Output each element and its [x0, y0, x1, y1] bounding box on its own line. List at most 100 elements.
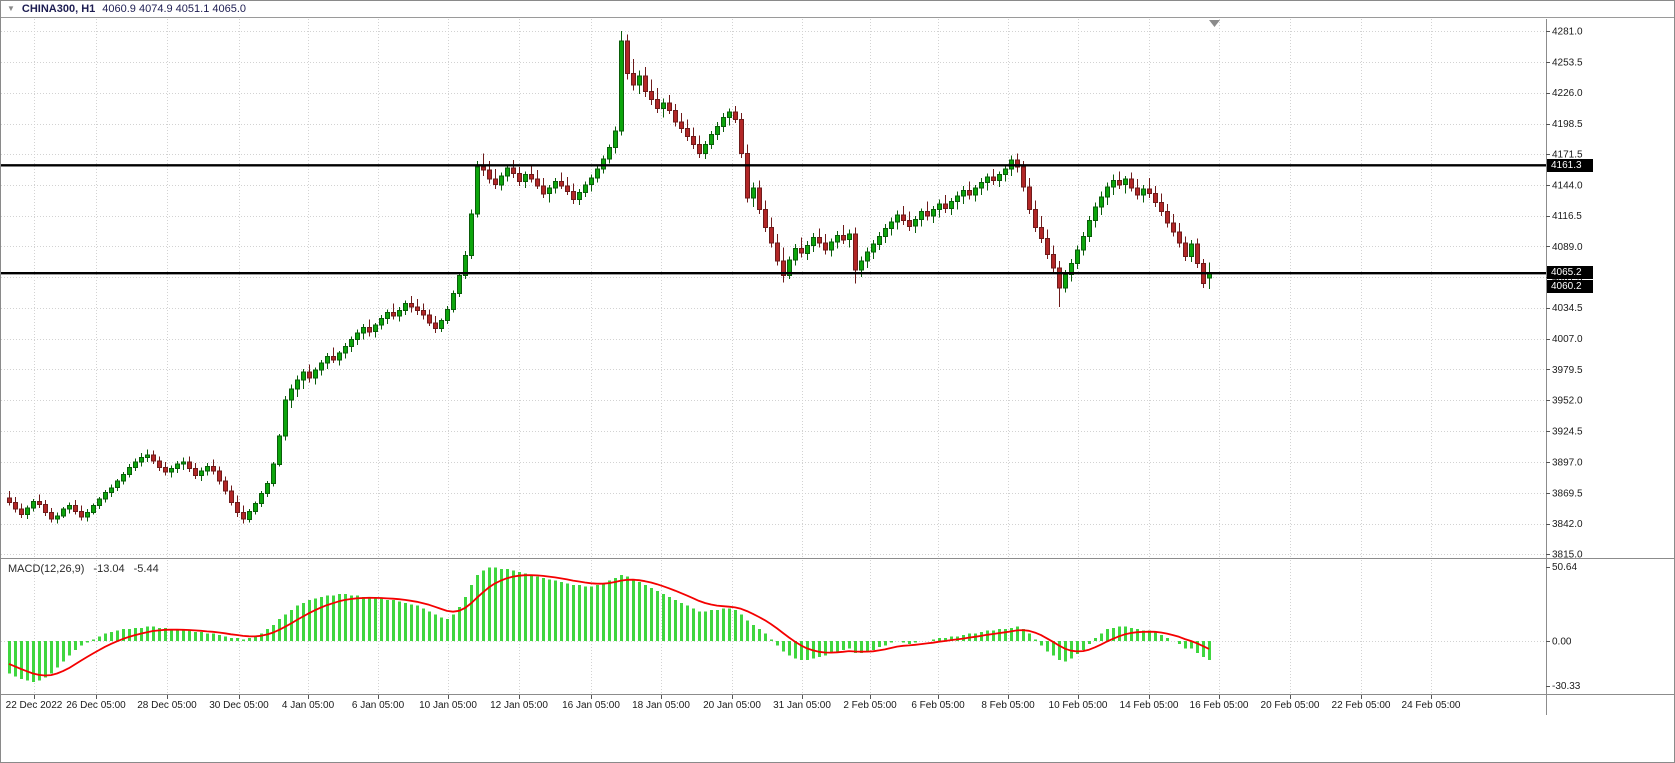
svg-text:4089.0: 4089.0 [1552, 242, 1583, 253]
candle-down [529, 174, 534, 180]
svg-text:4007.0: 4007.0 [1552, 334, 1583, 345]
candle-up [403, 303, 408, 311]
candle-down [19, 508, 24, 516]
candle-down [427, 314, 432, 324]
candle-up [961, 189, 966, 197]
candle-down [841, 234, 846, 241]
candle-up [937, 203, 942, 210]
price-tag-support: 4065.2 [1547, 266, 1593, 279]
candle-down [781, 260, 786, 277]
candle-up [475, 166, 480, 215]
svg-text:20 Feb 05:00: 20 Feb 05:00 [1261, 700, 1320, 711]
candles-layer [7, 31, 1212, 524]
candle-down [691, 136, 696, 145]
candle-up [55, 515, 60, 520]
candle-up [295, 379, 300, 390]
candle-down [1165, 211, 1170, 224]
candle-up [955, 195, 960, 203]
candle-up [103, 491, 108, 500]
svg-text:4171.5: 4171.5 [1552, 149, 1583, 160]
candle-up [727, 111, 732, 118]
chevron-down-icon[interactable]: ▼ [7, 4, 15, 13]
candle-up [895, 214, 900, 223]
svg-text:3815.0: 3815.0 [1552, 550, 1583, 561]
candle-down [991, 176, 996, 181]
svg-text:20 Jan 05:00: 20 Jan 05:00 [703, 700, 761, 711]
candle-up [463, 255, 468, 277]
candle-down [631, 73, 636, 86]
candle-up [379, 317, 384, 326]
candle-down [493, 178, 498, 186]
chart-shift-marker-icon[interactable] [1209, 20, 1220, 27]
candle-up [547, 187, 552, 195]
time-axis[interactable]: 22 Dec 2022 26 Dec 05:00 28 Dec 05:00 30 De… [6, 700, 1461, 711]
candle-up [1111, 179, 1116, 188]
candle-up [127, 467, 132, 475]
candle-up [1075, 249, 1080, 264]
price-tag-current: 4060.2 [1547, 280, 1593, 293]
candle-up [91, 505, 96, 513]
candle-up [121, 473, 126, 482]
svg-text:2 Feb 05:00: 2 Feb 05:00 [843, 700, 897, 711]
candle-down [409, 303, 414, 308]
candle-up [265, 482, 270, 494]
candle-down [925, 211, 930, 217]
svg-text:50.64: 50.64 [1552, 562, 1577, 573]
candle-up [1189, 243, 1194, 257]
price-axis[interactable]: 4281.0 4253.5 4226.0 4198.5 4171.5 4144.0 4116… [1552, 27, 1583, 693]
candle-down [655, 99, 660, 109]
candle-down [43, 504, 48, 514]
candle-down [757, 187, 762, 210]
candle-down [415, 306, 420, 312]
candle-up [97, 498, 102, 507]
macd-indicator-label: MACD(12,26,9) -13.04 -5.44 [8, 563, 159, 575]
candle-down [901, 214, 906, 222]
candle-up [439, 320, 444, 330]
candle-down [307, 371, 312, 379]
candle-down [967, 189, 972, 196]
svg-text:16 Feb 05:00: 16 Feb 05:00 [1190, 700, 1249, 711]
candle-up [877, 235, 882, 245]
candle-up [829, 241, 834, 251]
candle-up [373, 324, 378, 333]
candle-down [1117, 179, 1122, 186]
candle-up [67, 505, 72, 510]
candle-up [133, 461, 138, 469]
candle-up [325, 356, 330, 364]
candle-down [1015, 159, 1020, 168]
candle-down [799, 248, 804, 254]
candle-down [907, 220, 912, 227]
candle-down [943, 203, 948, 209]
candle-up [1141, 188, 1146, 196]
candle-down [1177, 231, 1182, 244]
candle-up [595, 168, 600, 179]
candle-down [823, 242, 828, 251]
candle-down [1135, 187, 1140, 196]
candle-down [421, 310, 426, 316]
candle-up [175, 463, 180, 470]
candle-down [571, 191, 576, 200]
candle-up [703, 143, 708, 154]
candle-down [391, 312, 396, 317]
candle-up [1063, 274, 1068, 289]
svg-text:3924.5: 3924.5 [1552, 427, 1583, 438]
candle-down [1021, 166, 1026, 188]
candle-down [1171, 222, 1176, 233]
candle-up [949, 201, 954, 209]
candle-up [259, 492, 264, 504]
candle-down [223, 480, 228, 492]
candle-up [979, 182, 984, 189]
candle-up [1105, 186, 1110, 198]
candle-up [583, 184, 588, 194]
svg-text:8 Feb 05:00: 8 Feb 05:00 [981, 700, 1035, 711]
candle-up [835, 234, 840, 243]
svg-text:0.00: 0.00 [1552, 637, 1572, 648]
candle-down [1147, 188, 1152, 195]
candle-up [997, 174, 1002, 181]
svg-text:6 Jan 05:00: 6 Jan 05:00 [352, 700, 405, 711]
candle-down [649, 91, 654, 100]
svg-text:31 Jan 05:00: 31 Jan 05:00 [773, 700, 831, 711]
candle-down [511, 167, 516, 174]
